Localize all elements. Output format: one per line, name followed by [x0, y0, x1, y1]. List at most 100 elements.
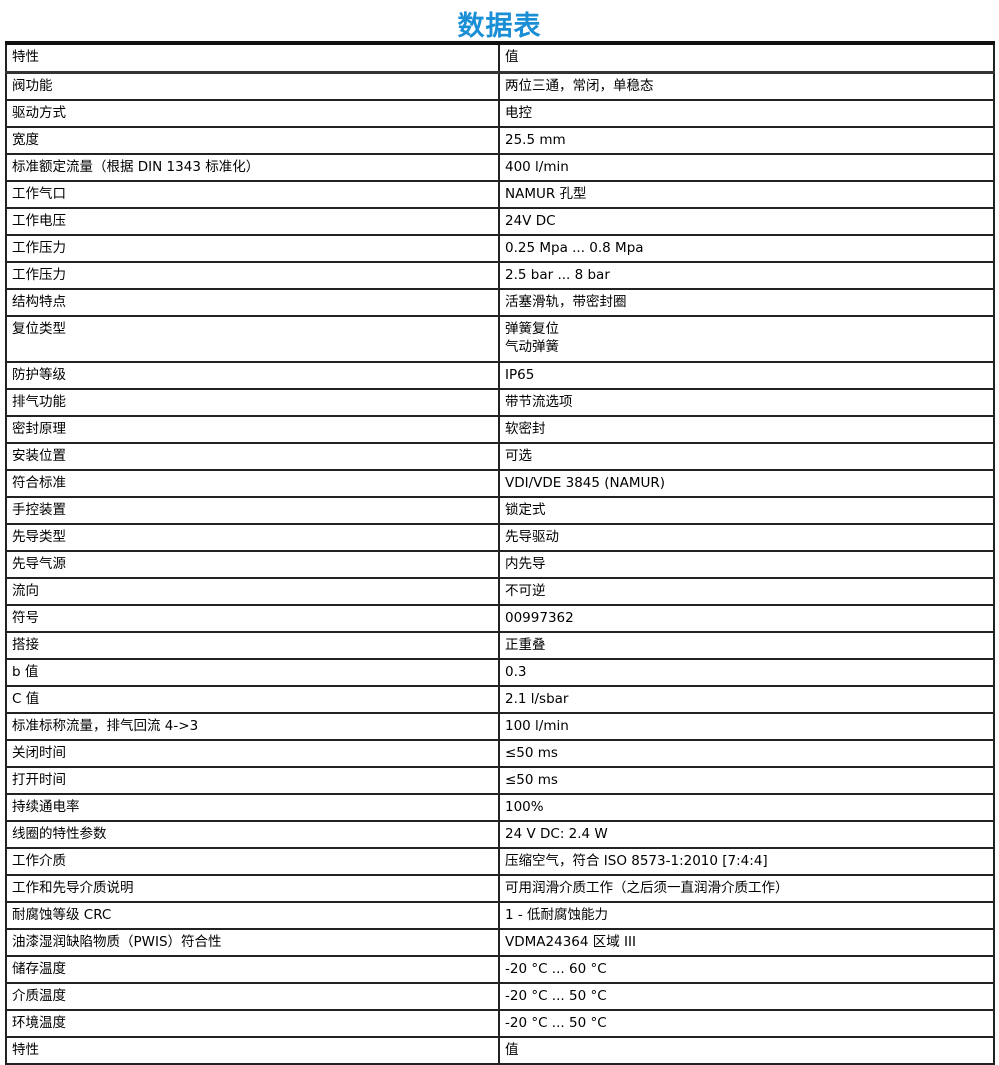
table-row: 耐腐蚀等级 CRC 1 - 低耐腐蚀能力 — [5, 901, 995, 930]
value-cell: 24V DC — [498, 207, 995, 236]
table-row: 储存温度 -20 °C ... 60 °C — [5, 955, 995, 984]
table-row: 工作电压 24V DC — [5, 207, 995, 236]
property-cell: b 值 — [5, 658, 500, 687]
property-cell: 打开时间 — [5, 766, 500, 795]
value-cell: 00997362 — [498, 604, 995, 633]
property-cell: C 值 — [5, 685, 500, 714]
table-row: 阀功能 两位三通，常闭，单稳态 — [5, 71, 995, 101]
datasheet-table: 特性 值 阀功能 两位三通，常闭，单稳态 驱动方式 电控 宽度 25.5 mm 标准额定流量… — [5, 41, 995, 1065]
value-cell: -20 °C ... 50 °C — [498, 1009, 995, 1038]
table-row: b 值 0.3 — [5, 658, 995, 687]
value-cell: 0.3 — [498, 658, 995, 687]
property-cell: 符号 — [5, 604, 500, 633]
value-cell: 弹簧复位 气动弹簧 — [498, 315, 995, 363]
property-cell: 复位类型 — [5, 315, 500, 363]
table-row: 安装位置 可选 — [5, 442, 995, 471]
table-header-row: 特性 值 — [5, 42, 995, 74]
value-cell: IP65 — [498, 361, 995, 390]
footer-value: 值 — [498, 1036, 995, 1065]
property-cell: 线圈的特性参数 — [5, 820, 500, 849]
property-cell: 工作和先导介质说明 — [5, 874, 500, 903]
value-cell: 25.5 mm — [498, 126, 995, 155]
page-title: 数据表 — [457, 11, 542, 42]
value-cell: 两位三通，常闭，单稳态 — [498, 71, 995, 101]
property-cell: 符合标准 — [5, 469, 500, 498]
property-cell: 驱动方式 — [5, 99, 500, 128]
table-row: 油漆湿润缺陷物质（PWIS）符合性 VDMA24364 区域 III — [5, 928, 995, 957]
property-cell: 油漆湿润缺陷物质（PWIS）符合性 — [5, 928, 500, 957]
table-row: 防护等级 IP65 — [5, 361, 995, 390]
property-cell: 工作压力 — [5, 261, 500, 290]
property-cell: 防护等级 — [5, 361, 500, 390]
table-row: 手控装置 锁定式 — [5, 496, 995, 525]
table-row: 打开时间 ≤50 ms — [5, 766, 995, 795]
table-row: 线圈的特性参数 24 V DC: 2.4 W — [5, 820, 995, 849]
table-row: C 值 2.1 l/sbar — [5, 685, 995, 714]
property-cell: 关闭时间 — [5, 739, 500, 768]
property-cell: 结构特点 — [5, 288, 500, 317]
table-row: 标准额定流量（根据 DIN 1343 标准化） 400 l/min — [5, 153, 995, 182]
value-cell: 100% — [498, 793, 995, 822]
table-row: 流向 不可逆 — [5, 577, 995, 606]
value-line: 气动弹簧 — [505, 339, 559, 355]
table-row: 复位类型 弹簧复位气动弹簧 — [5, 315, 995, 363]
property-cell: 手控装置 — [5, 496, 500, 525]
table-row: 搭接 正重叠 — [5, 631, 995, 660]
value-cell: NAMUR 孔型 — [498, 180, 995, 209]
property-cell: 标准额定流量（根据 DIN 1343 标准化） — [5, 153, 500, 182]
value-cell: 可用润滑介质工作（之后须一直润滑介质工作） — [498, 874, 995, 903]
table-row: 关闭时间 ≤50 ms — [5, 739, 995, 768]
value-line: 弹簧复位 — [505, 321, 559, 337]
property-cell: 工作压力 — [5, 234, 500, 263]
table-row: 宽度 25.5 mm — [5, 126, 995, 155]
property-cell: 安装位置 — [5, 442, 500, 471]
value-cell: 24 V DC: 2.4 W — [498, 820, 995, 849]
value-cell: 400 l/min — [498, 153, 995, 182]
table-row: 工作和先导介质说明 可用润滑介质工作（之后须一直润滑介质工作） — [5, 874, 995, 903]
property-cell: 储存温度 — [5, 955, 500, 984]
table-row: 先导类型 先导驱动 — [5, 523, 995, 552]
value-cell: 2.5 bar ... 8 bar — [498, 261, 995, 290]
property-cell: 排气功能 — [5, 388, 500, 417]
table-row: 先导气源 内先导 — [5, 550, 995, 579]
table-row: 持续通电率 100% — [5, 793, 995, 822]
table-row: 符合标准 VDI/VDE 3845 (NAMUR) — [5, 469, 995, 498]
table-footer-row: 特性值 — [5, 1036, 995, 1065]
value-cell: 2.1 l/sbar — [498, 685, 995, 714]
value-cell: 活塞滑轨，带密封圈 — [498, 288, 995, 317]
value-cell: 内先导 — [498, 550, 995, 579]
property-cell: 环境温度 — [5, 1009, 500, 1038]
value-cell: 先导驱动 — [498, 523, 995, 552]
value-cell: 电控 — [498, 99, 995, 128]
table-row: 工作压力 0.25 Mpa ... 0.8 Mpa — [5, 234, 995, 263]
property-cell: 流向 — [5, 577, 500, 606]
value-cell: 锁定式 — [498, 496, 995, 525]
value-cell: -20 °C ... 60 °C — [498, 955, 995, 984]
value-cell: 带节流选项 — [498, 388, 995, 417]
property-cell: 介质温度 — [5, 982, 500, 1011]
table-row: 排气功能 带节流选项 — [5, 388, 995, 417]
property-cell: 搭接 — [5, 631, 500, 660]
property-cell: 宽度 — [5, 126, 500, 155]
table-row: 工作气口 NAMUR 孔型 — [5, 180, 995, 209]
property-cell: 工作电压 — [5, 207, 500, 236]
table-row: 符号 00997362 — [5, 604, 995, 633]
property-cell: 先导气源 — [5, 550, 500, 579]
value-cell: ≤50 ms — [498, 766, 995, 795]
property-cell: 先导类型 — [5, 523, 500, 552]
footer-property: 特性 — [5, 1036, 500, 1065]
value-cell: 正重叠 — [498, 631, 995, 660]
value-cell: 0.25 Mpa ... 0.8 Mpa — [498, 234, 995, 263]
value-cell: VDI/VDE 3845 (NAMUR) — [498, 469, 995, 498]
table-row: 结构特点 活塞滑轨，带密封圈 — [5, 288, 995, 317]
property-cell: 标准标称流量，排气回流 4->3 — [5, 712, 500, 741]
table-row: 密封原理 软密封 — [5, 415, 995, 444]
header-property: 特性 — [5, 42, 500, 74]
value-cell: 不可逆 — [498, 577, 995, 606]
table-row: 驱动方式 电控 — [5, 99, 995, 128]
property-cell: 阀功能 — [5, 71, 500, 101]
property-cell: 密封原理 — [5, 415, 500, 444]
table-row: 标准标称流量，排气回流 4->3 100 l/min — [5, 712, 995, 741]
header-value: 值 — [498, 42, 995, 74]
table-row: 工作介质 压缩空气，符合 ISO 8573-1:2010 [7:4:4] — [5, 847, 995, 876]
